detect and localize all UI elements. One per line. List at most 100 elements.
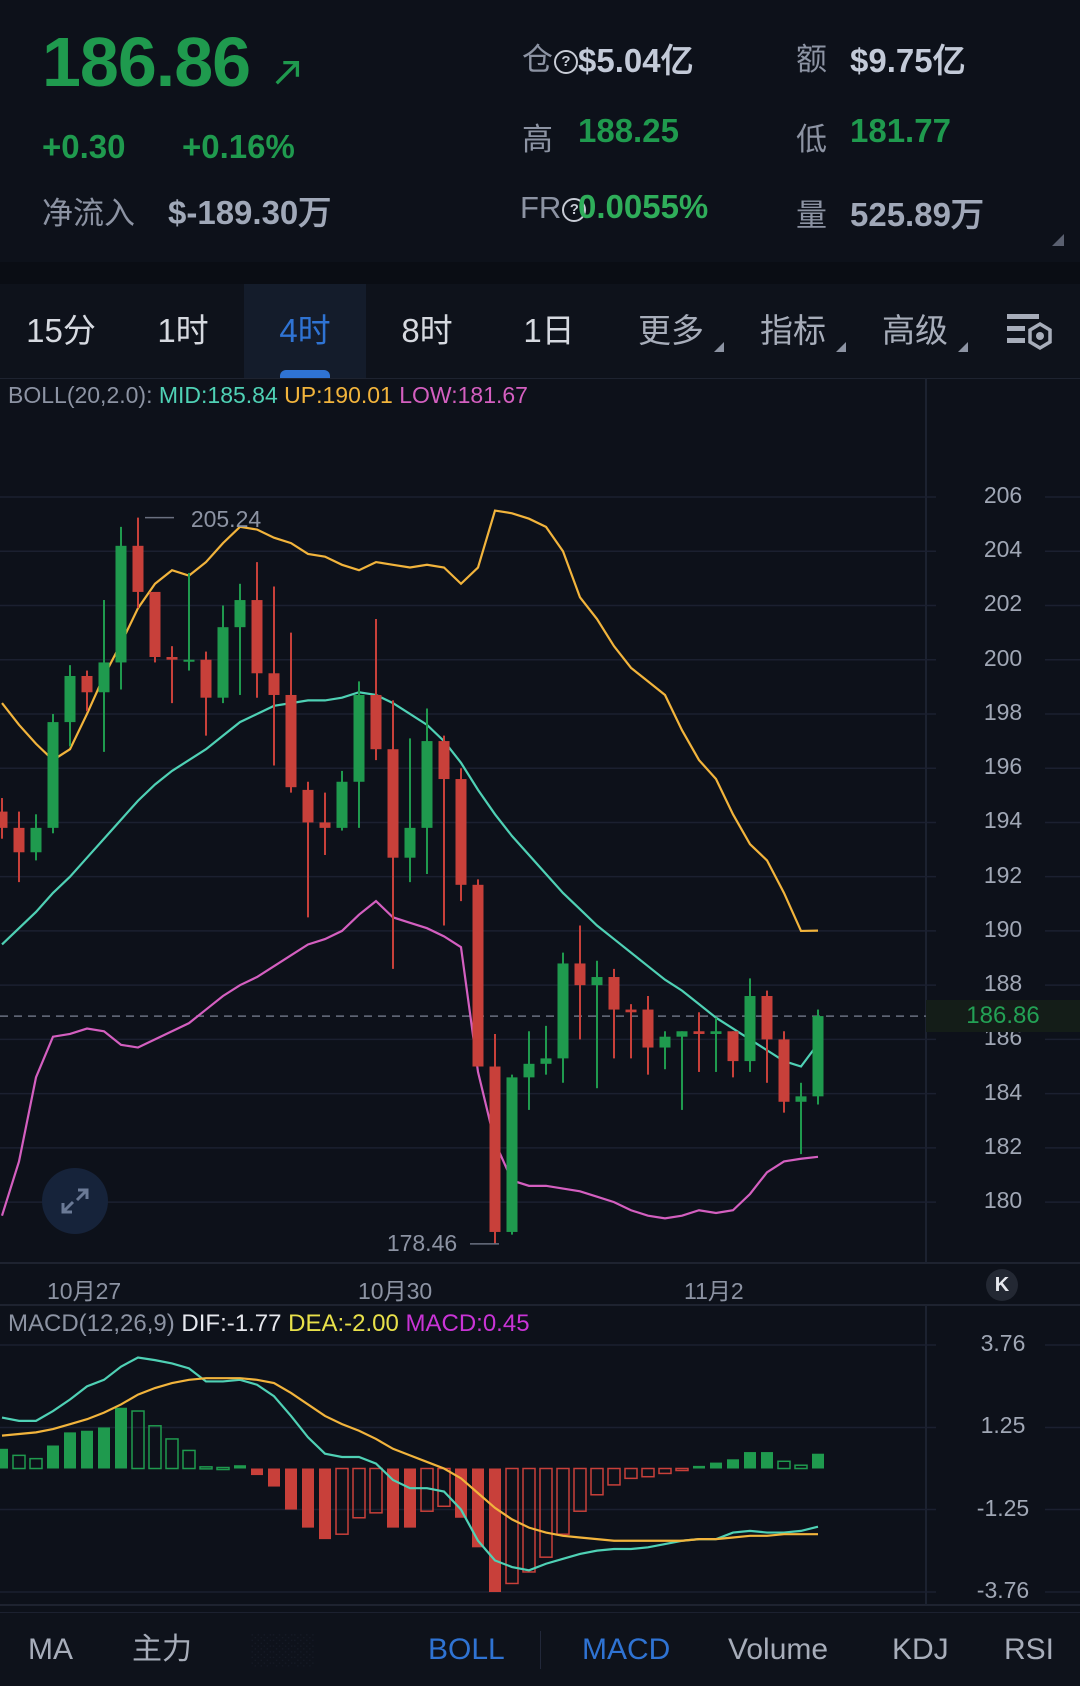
- macd-bar: [607, 1467, 621, 1486]
- macd-bar: [369, 1467, 383, 1514]
- tab-1d[interactable]: 1日: [523, 312, 575, 349]
- scroll-to-latest-button[interactable]: K: [986, 1269, 1018, 1301]
- macd-bar: [216, 1466, 230, 1471]
- volume-label: 量: [796, 198, 827, 233]
- indicator-volume[interactable]: Volume: [728, 1633, 829, 1666]
- candle-body: [98, 662, 110, 693]
- candle-body: [523, 1063, 535, 1078]
- candle-body: [217, 627, 229, 698]
- y-tick-label: 206: [983, 482, 1023, 508]
- macd-bar: [505, 1467, 519, 1585]
- macd-bar: [404, 1468, 416, 1528]
- help-icon[interactable]: ?: [554, 49, 578, 74]
- fullscreen-button[interactable]: [42, 1168, 108, 1234]
- boll-legend: BOLL(20,2.0): MID:185.84 UP:190.01 LOW:1…: [8, 382, 528, 409]
- macd-bar: [573, 1467, 587, 1512]
- collapse-header-icon[interactable]: [1052, 234, 1064, 246]
- price-chart[interactable]: [0, 0, 1080, 1612]
- macd-bar: [539, 1467, 553, 1558]
- candle-body: [183, 659, 195, 662]
- indicator-kdj[interactable]: KDJ: [892, 1633, 949, 1666]
- macd-bar: [489, 1468, 501, 1592]
- macd-bar: [352, 1467, 366, 1519]
- indicator-hidden[interactable]: ░░░: [250, 1633, 314, 1666]
- date-label-oct27: 10月27: [47, 1278, 122, 1304]
- y-tick-label: 196: [983, 753, 1023, 780]
- candle-body: [608, 977, 620, 1010]
- candle-body: [506, 1077, 518, 1232]
- macd-bar: [47, 1445, 59, 1469]
- candle-body: [370, 694, 382, 750]
- macd-bar: [98, 1427, 110, 1469]
- macd-dif: DIF:-1.77: [181, 1310, 282, 1337]
- macd-legend: MACD(12,26,9) DIF:-1.77 DEA:-2.00 MACD:0…: [8, 1310, 530, 1338]
- candle-body: [268, 673, 280, 695]
- y-tick-label: 202: [983, 590, 1023, 617]
- indicator-bar: MA 主力 ░░░ BOLL MACD Volume KDJ RSI: [0, 1612, 1080, 1686]
- candle-body: [64, 675, 76, 723]
- tab-1h[interactable]: 1时: [157, 312, 209, 349]
- tab-advanced-dropdown[interactable]: 高级: [854, 284, 976, 378]
- net-inflow-value: $-189.30万: [168, 194, 332, 231]
- macd-bar: [675, 1467, 689, 1472]
- macd-bar: [693, 1465, 705, 1469]
- macd-bar: [556, 1467, 570, 1535]
- help-icon[interactable]: ?: [562, 197, 587, 222]
- indicator-boll[interactable]: BOLL: [428, 1633, 505, 1666]
- current-price-tag: 186.86: [926, 1000, 1080, 1033]
- macd-bar: [165, 1438, 179, 1470]
- chart-settings-icon[interactable]: [1005, 312, 1053, 352]
- candle-body: [353, 694, 365, 782]
- min-price-annotation: 178.46: [386, 1230, 458, 1256]
- indicator-main-force[interactable]: 主力: [132, 1633, 192, 1666]
- open-interest-label: 仓?: [522, 34, 579, 79]
- macd-bar: [234, 1465, 246, 1469]
- candle-body: [727, 1031, 739, 1062]
- max-price-annotation: 205.24: [190, 506, 262, 532]
- candle-body: [540, 1058, 552, 1064]
- tab-more-dropdown[interactable]: 更多: [610, 284, 732, 378]
- candle-body: [812, 1016, 824, 1097]
- tab-indicators-dropdown[interactable]: 指标: [732, 284, 854, 378]
- funding-rate-label: FR?: [520, 190, 587, 226]
- macd-bar: [12, 1454, 26, 1470]
- indicator-rsi[interactable]: RSI: [1004, 1633, 1055, 1666]
- macd-bar: [268, 1468, 280, 1487]
- indicator-macd[interactable]: MACD: [582, 1633, 671, 1666]
- candle-body: [387, 749, 399, 858]
- price-change-pct: +0.16%: [182, 128, 295, 165]
- macd-name: MACD(12,26,9): [8, 1310, 175, 1337]
- macd-value: MACD:0.45: [405, 1310, 530, 1337]
- candle-body: [489, 1066, 501, 1232]
- tab-8h[interactable]: 8时: [401, 312, 453, 349]
- candle-body: [693, 1031, 705, 1034]
- macd-bar: [437, 1467, 451, 1508]
- macd-bar: [812, 1453, 824, 1469]
- dropdown-triangle-icon: [958, 342, 968, 352]
- indicator-ma[interactable]: MA: [28, 1633, 73, 1666]
- timeframe-tabs: 15分 1时 4时 8时 1日 更多 指标 高级: [0, 284, 1080, 379]
- tab-4h[interactable]: 4时: [244, 284, 366, 378]
- y-tick-label: 180: [983, 1187, 1023, 1214]
- macd-bar: [251, 1468, 263, 1476]
- y-tick-label: 198: [983, 698, 1023, 725]
- y-tick-label: 194: [983, 807, 1023, 834]
- candle-body: [81, 675, 93, 693]
- macd-bar: [624, 1467, 638, 1480]
- macd-bar: [182, 1449, 196, 1470]
- candle-body: [557, 963, 569, 1059]
- candle-body: [234, 600, 246, 628]
- macd-bar: [131, 1410, 145, 1470]
- expand-icon: [61, 1188, 89, 1214]
- candle-body: [778, 1039, 790, 1102]
- y-tick-label: 204: [983, 536, 1023, 563]
- candle-body: [302, 789, 314, 823]
- dropdown-triangle-icon: [714, 342, 724, 352]
- candle-body: [744, 996, 756, 1062]
- macd-bar: [744, 1452, 756, 1469]
- macd-dea: DEA:-2.00: [288, 1310, 399, 1337]
- macd-y-tick-label: -3.76: [976, 1577, 1030, 1603]
- candle-body: [591, 977, 603, 986]
- tab-15m[interactable]: 15分: [26, 312, 96, 349]
- net-inflow-label: 净流入: [42, 196, 135, 231]
